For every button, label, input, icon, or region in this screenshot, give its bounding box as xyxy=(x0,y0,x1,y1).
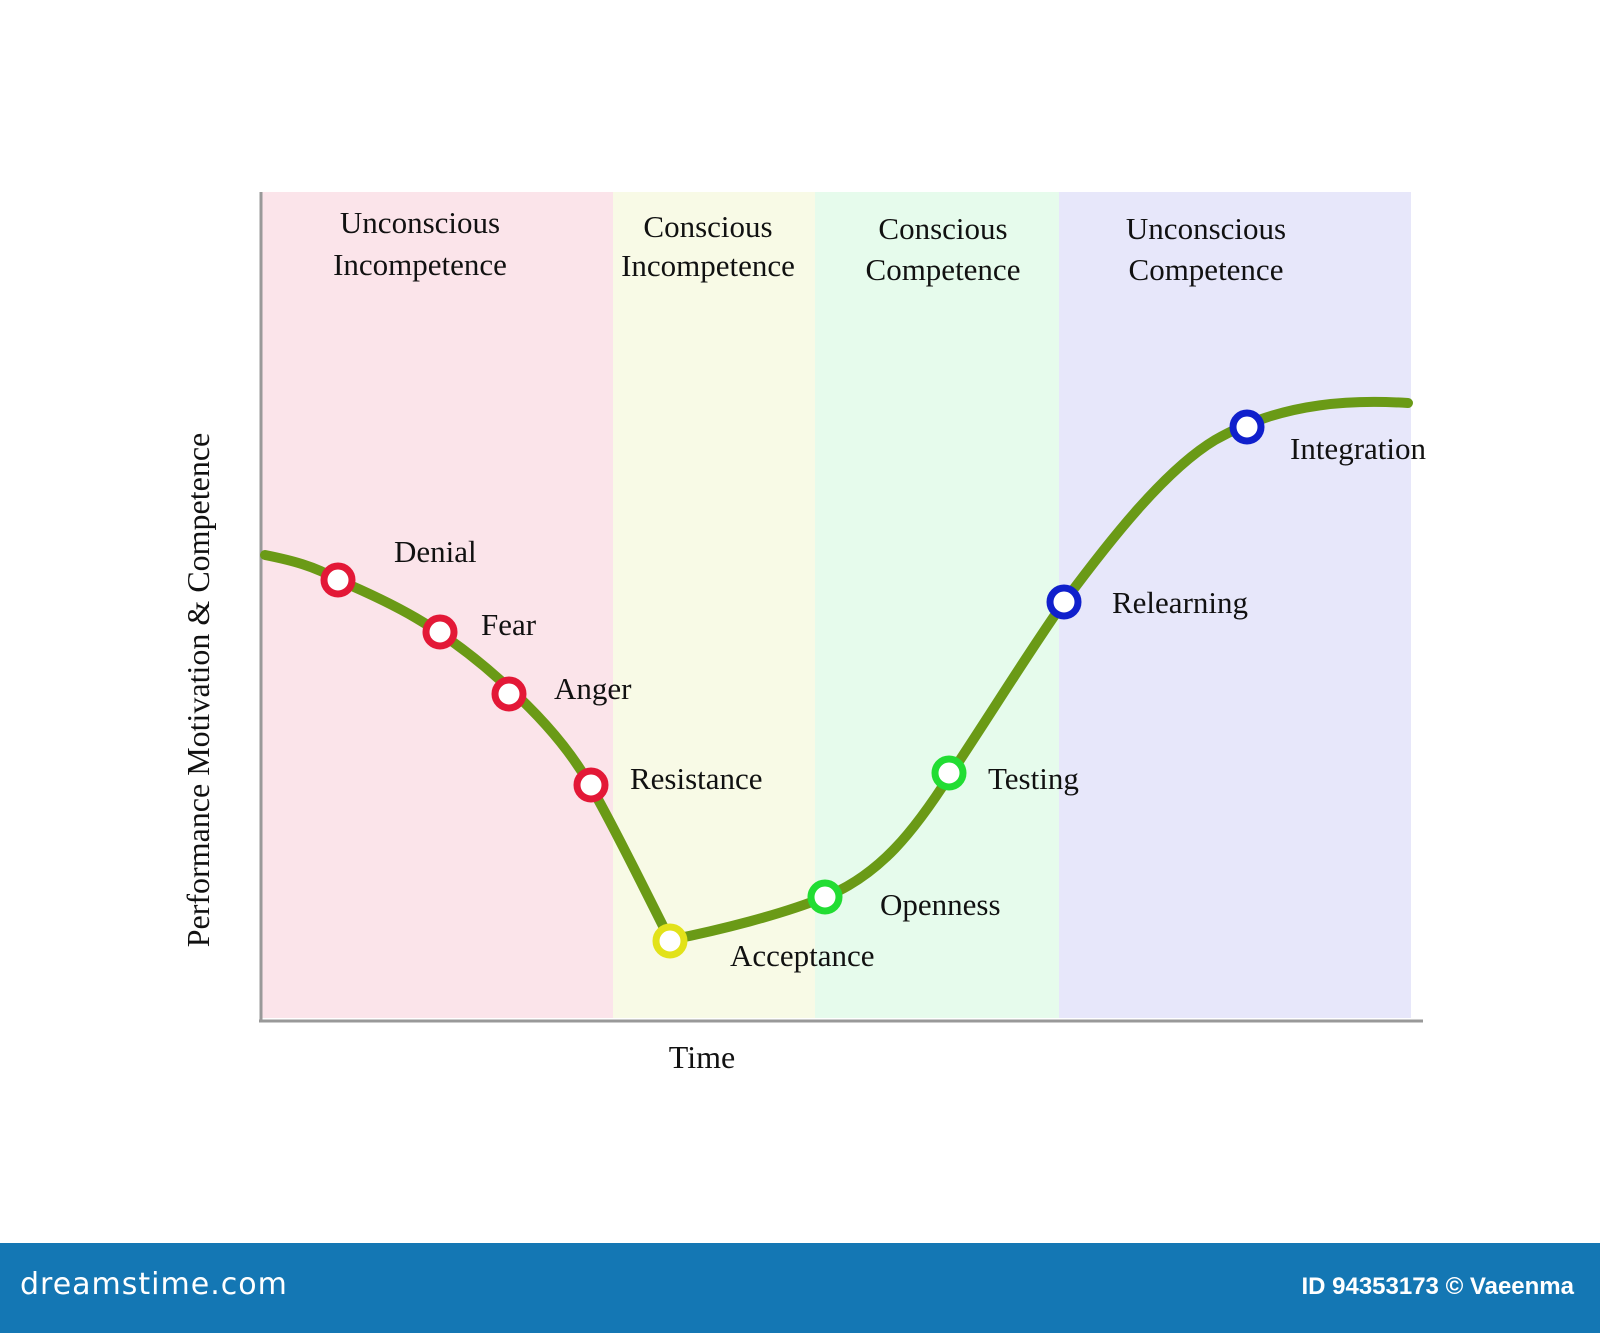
label-acceptance: Acceptance xyxy=(730,938,875,973)
label-fear: Fear xyxy=(481,607,537,642)
marker-anger xyxy=(491,676,527,712)
marker-acceptance xyxy=(652,923,688,959)
marker-testing xyxy=(931,755,967,791)
band-label-3-line2: Competence xyxy=(866,252,1021,287)
label-openness: Openness xyxy=(880,887,1001,922)
band-unconscious-competence xyxy=(1059,192,1411,1018)
stages-diagram: Unconscious Incompetence Conscious Incom… xyxy=(180,192,1427,1075)
y-axis-label: Performance Motivation & Competence xyxy=(180,433,216,948)
marker-integration xyxy=(1229,409,1265,445)
label-testing: Testing xyxy=(988,761,1079,796)
marker-relearning xyxy=(1046,584,1082,620)
footer-logo[interactable]: dreamstime.com xyxy=(20,1267,288,1302)
label-relearning: Relearning xyxy=(1112,585,1248,620)
band-label-1-line2: Incompetence xyxy=(333,247,507,282)
band-label-3-line1: Conscious xyxy=(878,211,1007,246)
marker-fear xyxy=(422,614,458,650)
label-denial: Denial xyxy=(394,534,477,569)
band-conscious-incompetence xyxy=(613,192,815,1018)
footer-bar: dreamstime.com ID 94353173 © Vaeenma xyxy=(0,1243,1600,1333)
marker-denial xyxy=(320,562,356,598)
band-label-2-line1: Conscious xyxy=(643,209,772,244)
marker-resistance xyxy=(573,767,609,803)
band-unconscious-incompetence xyxy=(262,192,613,1018)
footer-credit: ID 94353173 © Vaeenma xyxy=(1301,1273,1574,1300)
label-anger: Anger xyxy=(554,671,632,706)
marker-openness xyxy=(807,879,843,915)
x-axis-label: Time xyxy=(669,1039,735,1075)
band-label-4-line1: Unconscious xyxy=(1126,211,1286,246)
label-integration: Integration xyxy=(1290,431,1427,466)
label-resistance: Resistance xyxy=(630,761,763,796)
band-label-1-line1: Unconscious xyxy=(340,205,500,240)
band-label-4-line2: Competence xyxy=(1129,252,1284,287)
band-label-2-line2: Incompetence xyxy=(621,248,795,283)
